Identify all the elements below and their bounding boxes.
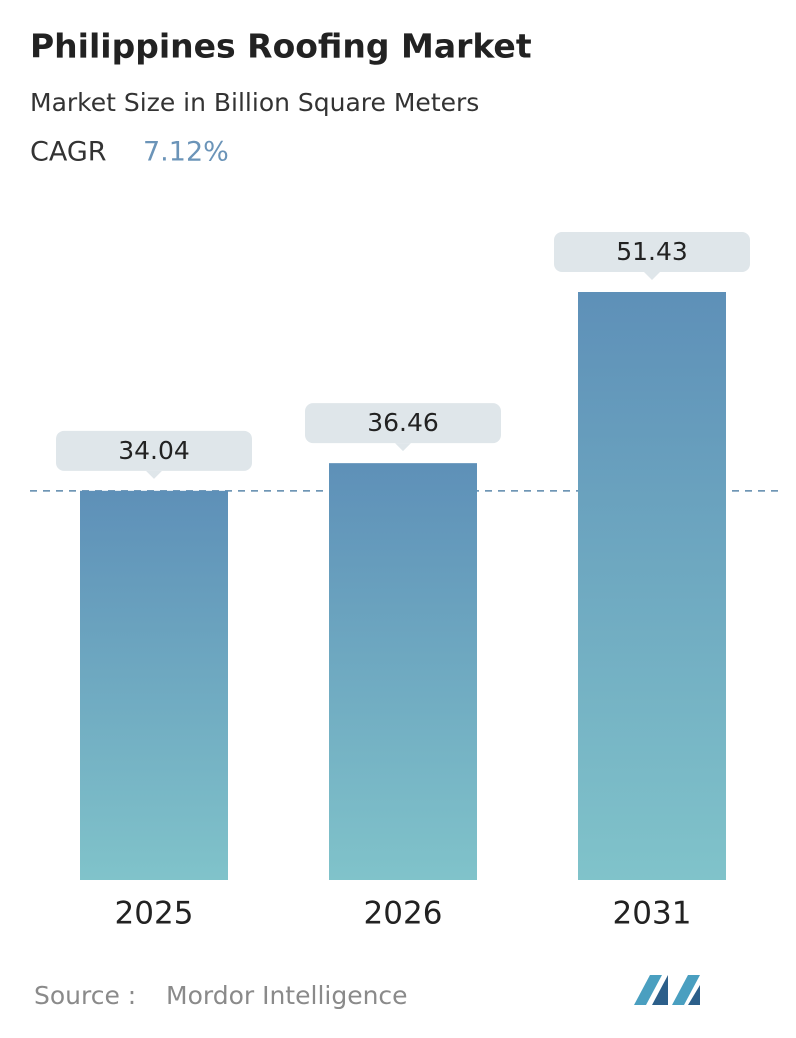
value-label: 34.04 <box>118 436 190 465</box>
value-label-pointer <box>395 443 411 452</box>
x-tick-label: 2025 <box>115 896 194 932</box>
bar <box>578 292 726 880</box>
value-label-box <box>554 232 750 272</box>
source-name: Mordor Intelligence <box>166 981 408 1010</box>
x-tick-label: 2031 <box>613 896 692 932</box>
cagr-value: 7.12% <box>143 137 229 168</box>
value-label: 51.43 <box>616 237 688 266</box>
chart-title: Philippines Roofing Market <box>30 27 532 66</box>
plot-area: 34.04 2025 36.46 2026 51.43 2031 <box>30 232 782 932</box>
value-label-box <box>56 430 252 471</box>
bar <box>80 490 228 880</box>
chart-subtitle: Market Size in Billion Square Meters <box>30 88 479 117</box>
cagr-label: CAGR <box>30 137 107 168</box>
source-label: Source : <box>34 981 136 1010</box>
value-label-pointer <box>146 470 162 479</box>
value-label-box <box>305 403 501 444</box>
x-tick-label: 2026 <box>364 896 443 932</box>
value-label: 36.46 <box>367 408 439 437</box>
bar <box>329 463 477 880</box>
value-label-pointer <box>644 272 660 280</box>
logo <box>634 975 700 1005</box>
